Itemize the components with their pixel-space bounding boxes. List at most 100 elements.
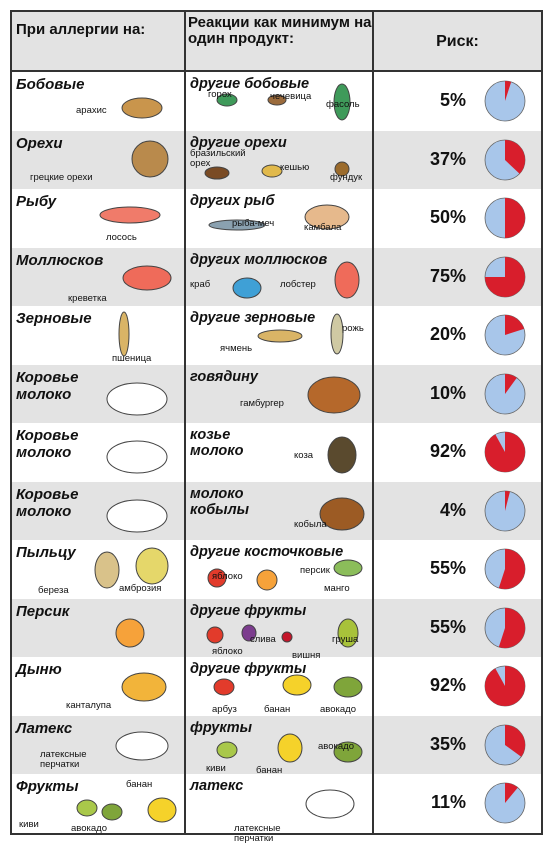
reaction-item-label: камбала (304, 222, 342, 233)
allergen-cell: Латекс латексные перчатки (16, 720, 184, 775)
risk-cell: 92% (376, 423, 541, 482)
allergen-item-label: лосось (106, 232, 137, 243)
table-body: Бобовые арахис другие бобовые горох чечевица… (12, 72, 541, 844)
reaction-item-label: фундук (330, 171, 363, 183)
reaction-item-label: латексные перчатки (234, 823, 281, 844)
table-header: При аллергии на: Реакции как минимум на … (12, 12, 541, 72)
table-row: Латекс латексные перчатки фрукты киви банан а… (12, 715, 541, 776)
risk-cell: 37% (376, 131, 541, 190)
banana-icon (277, 733, 303, 762)
row-illustrations (106, 436, 357, 474)
reaction-cell: фрукты киви банан авокадо (190, 719, 374, 776)
table-row: Коровье молоко молоко кобылы кобыла 4% (12, 481, 541, 541)
risk-percent: 35% (429, 733, 466, 754)
reaction-name: другие бобовые (190, 76, 310, 92)
reaction-name: говядину (190, 368, 258, 385)
reaction-name: фрукты (190, 719, 253, 736)
row-illustrations (121, 83, 351, 121)
ragweed-icon (135, 547, 169, 585)
table-row: Фрукты банан киви авокадо латекс латексные пе… (12, 774, 541, 844)
reaction-item-label: кобыла (294, 518, 327, 530)
risk-pie-chart (484, 139, 526, 180)
bean-icon (333, 83, 351, 121)
reaction-name: других моллюсков (190, 251, 328, 268)
allergen-cell: Моллюсков креветка (16, 252, 184, 307)
table-row: Бобовые арахис другие бобовые горох чечевица… (12, 72, 541, 131)
rye-icon (330, 313, 344, 355)
reaction-item-label: яблоко (212, 571, 243, 582)
allergen-item-label: канталупа (66, 700, 112, 711)
shrimp-icon (122, 265, 172, 290)
reaction-item-label: киви (206, 762, 226, 774)
allergen-cell: Рыбу лосось (16, 193, 184, 248)
reaction-cell: других моллюсков краб лобстер (190, 252, 374, 307)
reaction-item-label: бразильский орех (190, 147, 246, 169)
row-illustrations (131, 140, 350, 179)
risk-percent: 50% (429, 207, 466, 227)
row-illustrations (115, 731, 363, 762)
risk-cell: 35% (376, 716, 541, 775)
reaction-item-label: вишня (292, 649, 321, 661)
risk-pie-chart (484, 80, 526, 122)
cherry-icon (281, 631, 293, 642)
risk-percent: 4% (439, 499, 466, 520)
reaction-item-label: банан (256, 764, 283, 776)
allergen-cell: Персик (16, 603, 184, 658)
reaction-cell: молоко кобылы кобыла (190, 486, 374, 541)
allergen-item-label: грецкие орехи (30, 171, 93, 183)
risk-pie-chart (484, 197, 526, 239)
pear-icon (337, 618, 359, 647)
hamburger-icon (307, 376, 361, 413)
risk-cell: 55% (376, 599, 541, 658)
risk-cell: 4% (376, 482, 541, 541)
allergen-cell: Фрукты банан киви авокадо (16, 778, 184, 834)
pie-risk-slice (505, 139, 525, 174)
reaction-name: других рыб (190, 193, 275, 209)
reaction-name: другие зерновые (190, 310, 316, 326)
reaction-item-label: фасоль (326, 99, 360, 110)
reaction-name: молоко кобылы (190, 485, 249, 518)
table-row: Зерновые пшеница другие зерновые ячмень рожь… (12, 306, 541, 365)
allergen-item-label: амброзия (119, 583, 162, 594)
reaction-cell: другие фрукты арбуз банан авокадо (190, 661, 374, 716)
reaction-item-label: манго (324, 583, 350, 594)
table-row: Орехи грецкие орехи другие орехи бразильски… (12, 130, 541, 190)
birch-icon (94, 551, 120, 589)
allergen-cell: Коровье молоко (16, 369, 184, 424)
header-allergen: При аллергии на: (16, 21, 146, 38)
cantaloupe-icon (121, 672, 167, 702)
avocado-icon (101, 803, 123, 821)
reaction-name: другие орехи (190, 134, 287, 151)
reaction-item-label: чечевица (270, 91, 312, 102)
row-illustrations (106, 497, 365, 532)
risk-percent: 20% (429, 324, 466, 344)
header-reaction: Реакции как минимум на один продукт: (188, 14, 372, 47)
column-divider (372, 12, 374, 833)
reaction-item-label: банан (264, 704, 291, 715)
crab-icon (232, 277, 262, 298)
table-row: Моллюсков креветка других моллюсков краб лоб… (12, 247, 541, 307)
allergen-name: Орехи (16, 134, 63, 152)
allergen-item-label: киви (19, 819, 39, 830)
pea-icon (216, 93, 238, 107)
glove-icon (305, 789, 355, 819)
allergen-name: Бобовые (16, 76, 85, 93)
kiwi-icon (216, 741, 238, 758)
risk-pie-chart (484, 724, 526, 765)
risk-pie-chart (484, 373, 526, 414)
table-row: Пыльцу береза амброзия другие косточковые яб… (12, 540, 541, 599)
allergen-name: Моллюсков (16, 251, 104, 269)
table-row: Рыбу лосось других рыб рыба-меч камбала 50% (12, 189, 541, 248)
reaction-item-label: коза (294, 450, 314, 461)
peanut-icon (121, 97, 163, 119)
cashew-icon (261, 164, 283, 177)
cow-icon (106, 499, 168, 532)
risk-cell: 5% (376, 72, 541, 131)
risk-cell: 20% (376, 306, 541, 365)
pie-risk-slice (505, 198, 525, 238)
reaction-item-label: рожь (342, 323, 364, 334)
table-row: Коровье молоко козье молоко коза 92% (12, 423, 541, 482)
apple-icon (207, 568, 227, 588)
avocado-icon (333, 676, 363, 698)
lentil-icon (267, 94, 287, 106)
